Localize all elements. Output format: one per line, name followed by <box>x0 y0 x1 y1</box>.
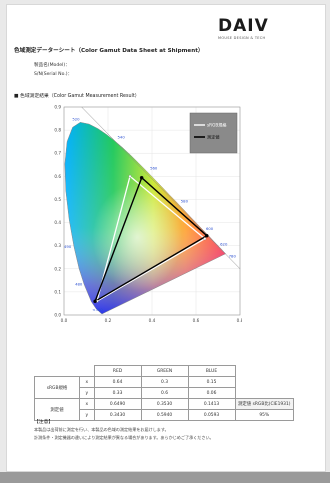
x-tick-label: 0.6 <box>193 318 200 323</box>
table-cell: 0.15 <box>187 376 236 388</box>
table-empty <box>235 377 294 388</box>
coverage-value: 95% <box>234 409 294 421</box>
plot-frame <box>63 106 241 316</box>
legend-box <box>189 112 238 154</box>
table-row-label: sRGB規格 <box>34 376 80 399</box>
table-cell: 0.6490 <box>93 398 142 410</box>
table-cell: 0.3530 <box>140 398 189 410</box>
y-tick-label: 0.6 <box>54 174 61 179</box>
cie-gamut-chart: 520 540 560 580 600 620 780 490 480 <380 0.0 0.2 0.… <box>54 105 242 324</box>
wavelength-label: 490 <box>64 244 72 249</box>
measured-primary-point <box>205 233 209 238</box>
wavelength-label: 620 <box>220 242 228 247</box>
notes-heading: 【注意】 <box>34 420 54 425</box>
table-empty <box>235 388 294 399</box>
table-col-header: GREEN <box>140 365 189 377</box>
logo-tagline: MOUSE DESIGN & TECH <box>218 36 266 40</box>
x-tick-label: 0.4 <box>149 318 156 323</box>
y-tick-label: 0.9 <box>54 105 61 110</box>
x-tick-label: 0.0 <box>61 318 68 323</box>
note-line-1: 本製品は出荷前に測定を行い、本製品の色域の測定結果をお届けします。 <box>34 427 169 432</box>
coverage-label: 測定値 sRGB比(CIE1931) <box>234 398 294 410</box>
y-tick-label: 0.4 <box>54 220 61 225</box>
table-corner <box>35 366 80 377</box>
wavelength-label: <380 <box>92 307 103 312</box>
y-tick-label: 0.8 <box>54 128 61 133</box>
y-tick-label: 0.2 <box>54 266 61 271</box>
wavelength-label: 580 <box>181 199 189 204</box>
model-label: 製品名(Model)： <box>34 63 70 68</box>
table-axis-label: y <box>79 409 95 421</box>
wavelength-label: 780 <box>229 254 237 259</box>
srgb-gamut-triangle <box>95 175 206 303</box>
y-tick-label: 0.0 <box>54 313 61 318</box>
table-cell: 0.6 <box>140 387 189 399</box>
y-tick-label: 0.5 <box>54 197 61 202</box>
section-label: ■ 色域測定結果（Color Gamut Measurement Result） <box>14 94 140 99</box>
table-row-label: 測定値 <box>34 398 80 421</box>
table-cell: 0.5940 <box>140 409 189 421</box>
wavelength-label: 480 <box>75 281 83 286</box>
table-cell: 0.3 <box>140 376 189 388</box>
x-tick-label: 0.2 <box>105 318 112 323</box>
wavelength-label: 520 <box>72 116 80 121</box>
note-line-2: 計測条件・測定機器の違いにより測定結果が異なる場合があります。あらかじめご了承く… <box>34 435 214 440</box>
reference-diagonal <box>81 106 241 269</box>
measured-primary-point <box>139 175 144 180</box>
table-cell: 0.06 <box>187 387 236 399</box>
y-tick-label: 0.7 <box>54 151 61 156</box>
table-axis-label: x <box>79 398 95 410</box>
srgb-primary-point <box>203 237 207 241</box>
wavelength-label: 560 <box>150 166 158 171</box>
table-corner <box>235 366 294 377</box>
footer-band <box>0 472 330 483</box>
table-cell: 0.33 <box>93 387 142 399</box>
table-axis-label: x <box>79 376 95 388</box>
table-cell: 0.1413 <box>187 398 236 410</box>
table-col-header: RED <box>93 365 142 377</box>
x-tick-label: 0.8 <box>237 318 242 323</box>
wavelength-label: 600 <box>206 226 214 231</box>
chart-legend: sRGB規格 測定値 <box>189 112 238 154</box>
spectral-locus-outline <box>64 122 227 315</box>
brand-logo: DAIV MOUSE DESIGN & TECH <box>218 18 298 42</box>
table-col-header: BLUE <box>187 365 236 377</box>
serial-label: S/N(Serial No.)： <box>34 72 73 77</box>
measured-primary-point <box>93 299 97 304</box>
table-cell: 0.3430 <box>93 409 142 421</box>
srgb-primary-point <box>128 174 132 178</box>
gamut-data-table: RED GREEN BLUE sRGB規格 x 0.64 0.3 0.15 y 0.33 0.6 0.… <box>34 365 294 421</box>
logo-text: DAIV <box>218 16 269 36</box>
table-cell: 0.0593 <box>187 409 236 421</box>
spectral-locus-white <box>64 122 226 314</box>
y-tick-label: 0.1 <box>54 289 61 294</box>
table-axis-label: y <box>79 387 95 399</box>
legend-label-measured: 測定値 <box>207 134 220 141</box>
y-tick-label: 0.3 <box>54 243 61 248</box>
legend-label-srgb: sRGB規格 <box>207 122 227 129</box>
table-corner <box>80 366 95 377</box>
wavelength-label: 540 <box>118 135 126 140</box>
sheet-title: 色域測定データーシート（Color Gamut Data Sheet at Sh… <box>14 48 204 54</box>
measured-gamut-triangle <box>93 176 208 303</box>
table-cell: 0.64 <box>93 376 142 388</box>
